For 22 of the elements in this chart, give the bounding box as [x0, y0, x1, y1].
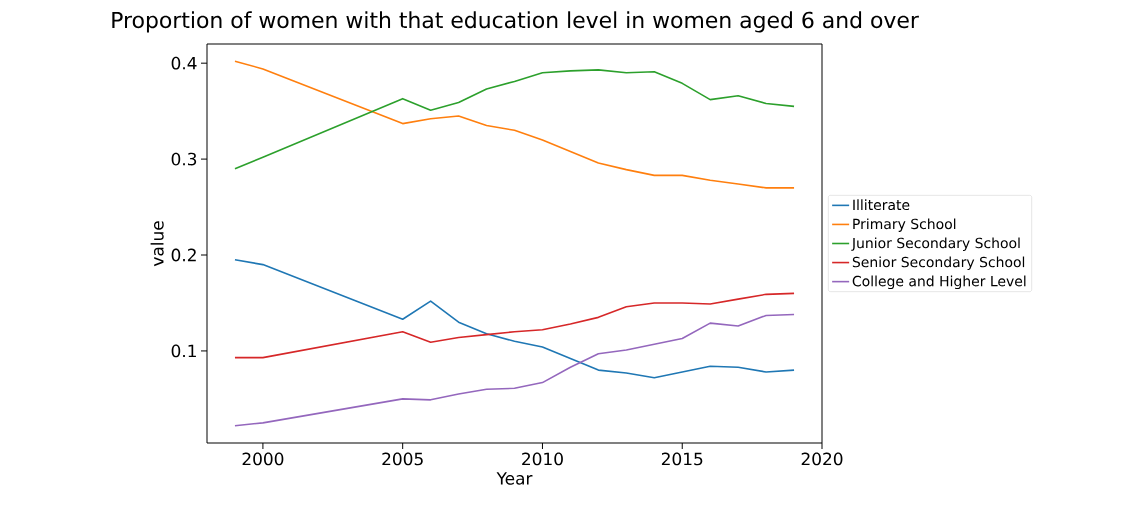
y-tick-label: 0.4 [171, 56, 197, 70]
line-series [234, 69, 795, 170]
x-tick-label: 2000 [242, 452, 284, 466]
x-axis-title: Year [496, 472, 533, 485]
chart-title: Proportion of women with that education level in women aged 6 and over [112, 11, 919, 33]
x-tick-label: 2010 [522, 452, 563, 466]
y-tick-label: 0.1 [171, 344, 196, 358]
legend-label: Illiterate [853, 199, 910, 211]
legend-label: Primary School [853, 218, 956, 232]
line-series [234, 60, 795, 189]
line-series [234, 259, 795, 379]
line-series [234, 292, 795, 359]
legend-label: Senior Secondary School [852, 256, 1025, 271]
x-tick-label: 2005 [382, 452, 423, 466]
line-series [234, 313, 795, 427]
x-tick-label: 2015 [661, 452, 703, 466]
y-tick-label: 0.2 [171, 248, 196, 262]
y-tick-label: 0.3 [171, 152, 197, 166]
legend-label: College and Higher Level [852, 275, 1026, 290]
x-tick-label: 2020 [801, 452, 843, 466]
y-axis-title: value [150, 221, 164, 267]
legend-label: Junior Secondary School [851, 237, 1020, 251]
